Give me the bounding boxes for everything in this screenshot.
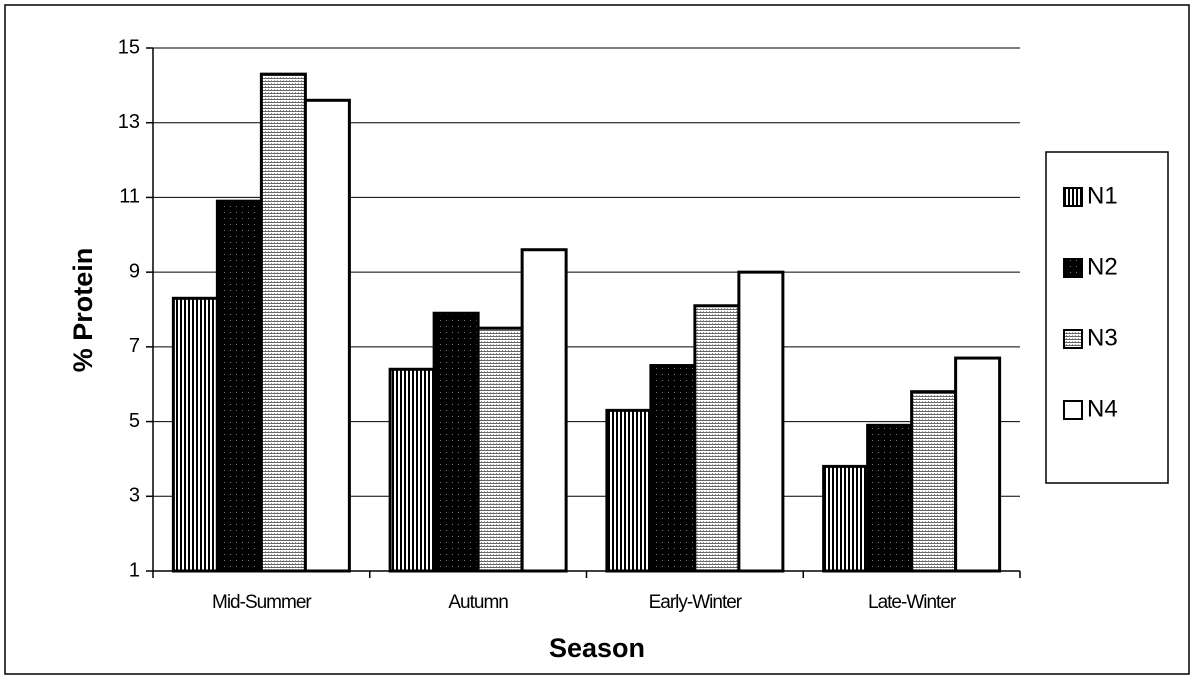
- legend-swatch: [1063, 329, 1083, 349]
- y-tick-label: 1: [129, 559, 140, 581]
- bar: [954, 356, 1002, 573]
- legend-label: N1: [1087, 182, 1118, 209]
- legend-label: N4: [1087, 395, 1118, 422]
- y-tick-label: 13: [118, 111, 140, 133]
- x-tick-label: Late-Winter: [868, 592, 957, 613]
- bar: [605, 408, 653, 573]
- bar: [388, 367, 436, 573]
- bar: [737, 270, 785, 573]
- bar: [649, 364, 697, 573]
- y-tick-label: 15: [118, 36, 140, 58]
- y-tick-label: 7: [129, 335, 140, 357]
- legend-swatch: [1063, 400, 1083, 420]
- y-tick-label: 9: [129, 260, 140, 282]
- y-tick-label: 3: [129, 485, 140, 507]
- bar: [259, 72, 307, 573]
- y-tick-label: 11: [119, 186, 140, 208]
- bar: [520, 248, 568, 573]
- legend-swatch: [1063, 258, 1083, 278]
- y-axis-title: % Protein: [68, 248, 98, 373]
- bar: [822, 464, 870, 573]
- bar: [476, 326, 524, 573]
- legend-label: N3: [1087, 324, 1118, 351]
- chart-border: [4, 4, 1190, 675]
- bar: [215, 199, 263, 573]
- bar: [693, 304, 741, 573]
- legend-box: [1045, 151, 1169, 484]
- x-tick-label: Mid-Summer: [212, 592, 312, 613]
- x-axis-title: Season: [549, 633, 645, 663]
- x-tick-label: Autumn: [448, 592, 508, 613]
- bar: [432, 311, 480, 573]
- legend-label: N2: [1087, 253, 1118, 280]
- y-tick-label: 5: [129, 410, 140, 432]
- bar: [303, 98, 351, 573]
- bar: [910, 390, 958, 573]
- bar: [171, 296, 219, 573]
- bar: [866, 423, 914, 573]
- legend-swatch: [1063, 187, 1083, 207]
- x-tick-label: Early-Winter: [649, 592, 743, 613]
